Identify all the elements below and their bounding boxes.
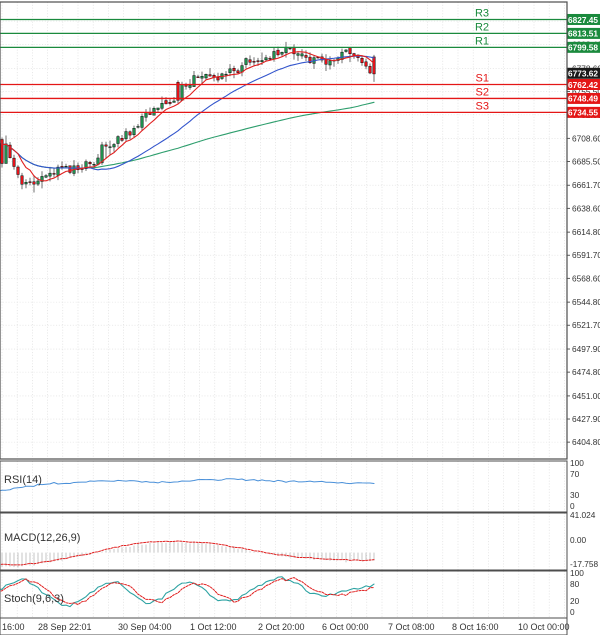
svg-text:70: 70 <box>570 469 580 479</box>
svg-text:6827.45: 6827.45 <box>568 15 598 25</box>
svg-text:6591.70: 6591.70 <box>572 250 600 260</box>
svg-text:R3: R3 <box>475 7 489 19</box>
svg-text:R1: R1 <box>475 35 489 47</box>
svg-text:30: 30 <box>570 490 580 500</box>
svg-text:2 Oct 20:00: 2 Oct 20:00 <box>258 622 305 632</box>
svg-text:10 Oct 00:00: 10 Oct 00:00 <box>518 622 570 632</box>
svg-text:6685.50: 6685.50 <box>572 156 600 166</box>
svg-text:6813.51: 6813.51 <box>568 29 598 39</box>
svg-text:S1: S1 <box>476 73 489 85</box>
svg-text:41.024: 41.024 <box>570 510 596 520</box>
svg-text:6497.90: 6497.90 <box>572 344 600 354</box>
svg-text:6748.49: 6748.49 <box>568 94 598 104</box>
svg-text:6404.80: 6404.80 <box>572 437 600 447</box>
svg-text:80: 80 <box>570 579 580 589</box>
svg-text:28 Sep 22:01: 28 Sep 22:01 <box>38 622 92 632</box>
svg-text:6614.80: 6614.80 <box>572 227 600 237</box>
svg-text:6773.62: 6773.62 <box>568 69 598 79</box>
svg-text:Stoch(9,6,3): Stoch(9,6,3) <box>4 593 64 605</box>
svg-text:0: 0 <box>570 607 575 617</box>
svg-text:6734.55: 6734.55 <box>568 108 598 118</box>
svg-text:RSI(14): RSI(14) <box>4 474 42 486</box>
svg-text:R2: R2 <box>475 21 489 33</box>
svg-text:S3: S3 <box>476 100 489 112</box>
svg-text:6638.60: 6638.60 <box>572 203 600 213</box>
svg-text:6762.42: 6762.42 <box>568 80 598 90</box>
svg-text:6 Oct 00:00: 6 Oct 00:00 <box>322 622 369 632</box>
svg-text:S2: S2 <box>476 86 489 98</box>
svg-text:6474.80: 6474.80 <box>572 367 600 377</box>
svg-text:6544.80: 6544.80 <box>572 297 600 307</box>
svg-text:6799.58: 6799.58 <box>568 43 598 53</box>
svg-text:1 Oct 12:00: 1 Oct 12:00 <box>190 622 237 632</box>
svg-text:6661.70: 6661.70 <box>572 180 600 190</box>
svg-text:MACD(12,26,9): MACD(12,26,9) <box>4 532 80 544</box>
svg-text:100: 100 <box>570 458 584 468</box>
svg-text:100: 100 <box>570 568 584 578</box>
svg-text:30 Sep 04:00: 30 Sep 04:00 <box>118 622 172 632</box>
svg-text:6708.60: 6708.60 <box>572 133 600 143</box>
svg-text:0.00: 0.00 <box>570 535 587 545</box>
svg-text:6451.00: 6451.00 <box>572 391 600 401</box>
svg-text:7 Oct 08:00: 7 Oct 08:00 <box>388 622 435 632</box>
svg-text:6427.90: 6427.90 <box>572 414 600 424</box>
svg-text:16:00: 16:00 <box>2 622 25 632</box>
svg-text:8 Oct 16:00: 8 Oct 16:00 <box>452 622 499 632</box>
svg-text:20: 20 <box>570 596 580 606</box>
svg-text:6521.70: 6521.70 <box>572 320 600 330</box>
svg-text:6568.60: 6568.60 <box>572 273 600 283</box>
